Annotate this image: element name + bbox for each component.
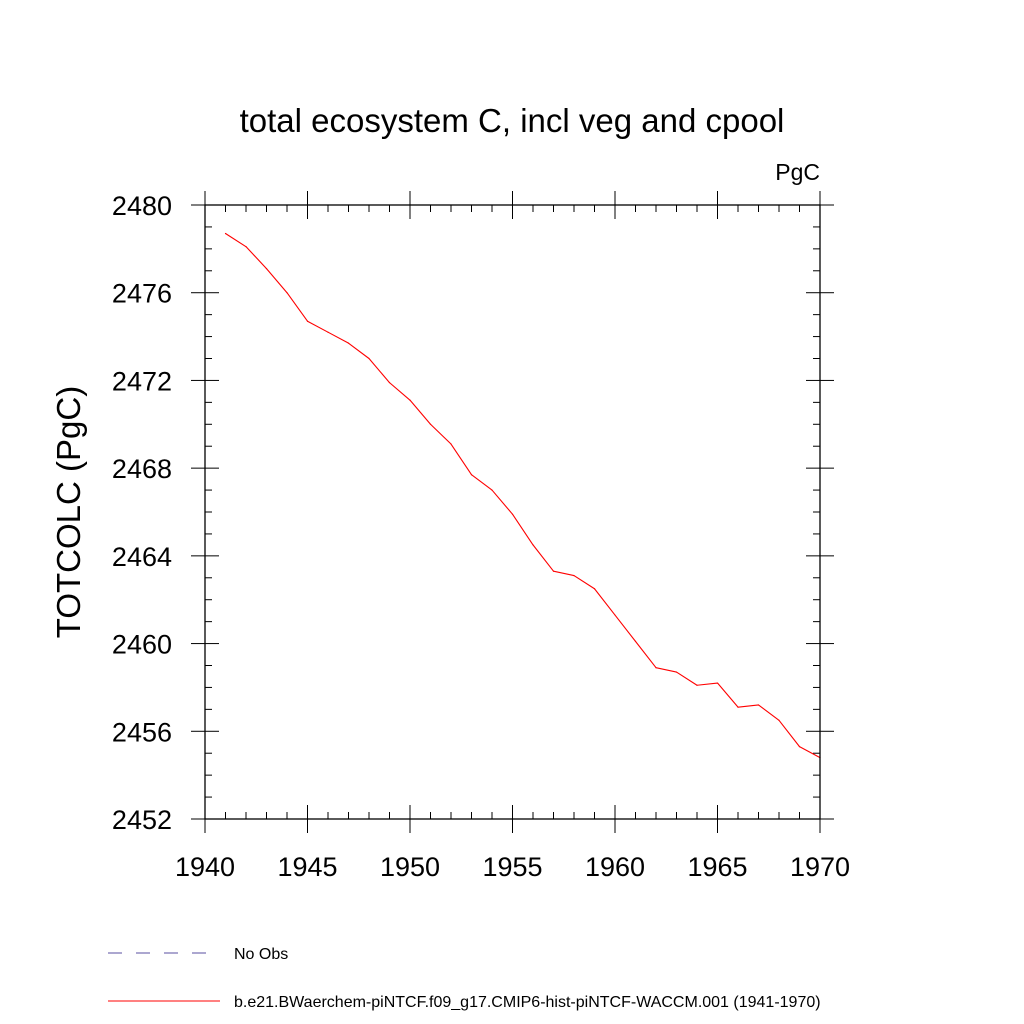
x-tick-label: 1940: [175, 852, 235, 882]
x-tick-label: 1965: [687, 852, 747, 882]
series-point-1: [696, 684, 698, 686]
series-line-1: [225, 233, 821, 759]
y-tick-label: 2460: [112, 630, 172, 660]
y-axis-label: TOTCOLC (PgC): [50, 386, 87, 638]
legend-label-model: b.e21.BWaerchem-piNTCF.f09_g17.CMIP6-his…: [234, 994, 821, 1011]
y-tick-label: 2476: [112, 279, 172, 309]
series-point-1: [470, 474, 473, 476]
series-point-1: [778, 719, 780, 721]
series-point-1: [737, 706, 739, 708]
series-point-1: [265, 267, 268, 270]
series-point-1: [757, 704, 760, 706]
series-point-1: [429, 423, 432, 425]
series-point-1: [798, 746, 801, 748]
axis-tick-labels: 1940 1945 1950 1955 1960 1965 1970 2452 2456 2460…: [112, 191, 850, 882]
plot-frame: [204, 204, 821, 820]
series-point-1: [634, 640, 637, 642]
series-point-1: [224, 232, 227, 235]
series-point-1: [388, 382, 391, 384]
series-point-1: [511, 513, 514, 515]
series-point-1: [491, 489, 493, 491]
series-point-1: [614, 614, 616, 616]
series-point-1: [368, 357, 370, 360]
legend: No Obs b.e21.BWaerchem-piNTCF.f09_g17.CM…: [108, 946, 821, 1011]
x-tick-label: 1950: [380, 852, 440, 882]
axis-ticks: [191, 191, 834, 833]
series-point-1: [552, 570, 555, 572]
x-tick-label: 1960: [585, 852, 645, 882]
x-tick-label: 1945: [277, 852, 337, 882]
series-point-1: [409, 399, 411, 401]
series-point-1: [573, 574, 575, 577]
y-tick-label: 2452: [112, 805, 172, 835]
series-point-1: [450, 443, 452, 445]
series-point-1: [675, 671, 678, 673]
series-point-1: [655, 667, 657, 669]
y-tick-label: 2464: [112, 542, 172, 572]
series-point-1: [347, 342, 350, 344]
y-tick-label: 2480: [112, 191, 172, 221]
x-tick-label: 1955: [482, 852, 542, 882]
x-tick-label: 1970: [790, 852, 850, 882]
series-point-1: [716, 682, 719, 684]
series-point-1: [245, 246, 247, 248]
series-point-1: [286, 292, 288, 294]
series-point-1: [532, 544, 534, 546]
y-tick-label: 2468: [112, 454, 172, 484]
chart-title: total ecosystem C, incl veg and cpool: [240, 102, 785, 139]
y-tick-label: 2472: [112, 366, 172, 396]
series-point-1: [327, 331, 329, 333]
legend-label-no-obs: No Obs: [234, 946, 288, 963]
series-point-1: [593, 588, 596, 590]
y-tick-label: 2456: [112, 717, 172, 747]
units-label: PgC: [775, 159, 820, 185]
series-point-1: [306, 320, 309, 322]
